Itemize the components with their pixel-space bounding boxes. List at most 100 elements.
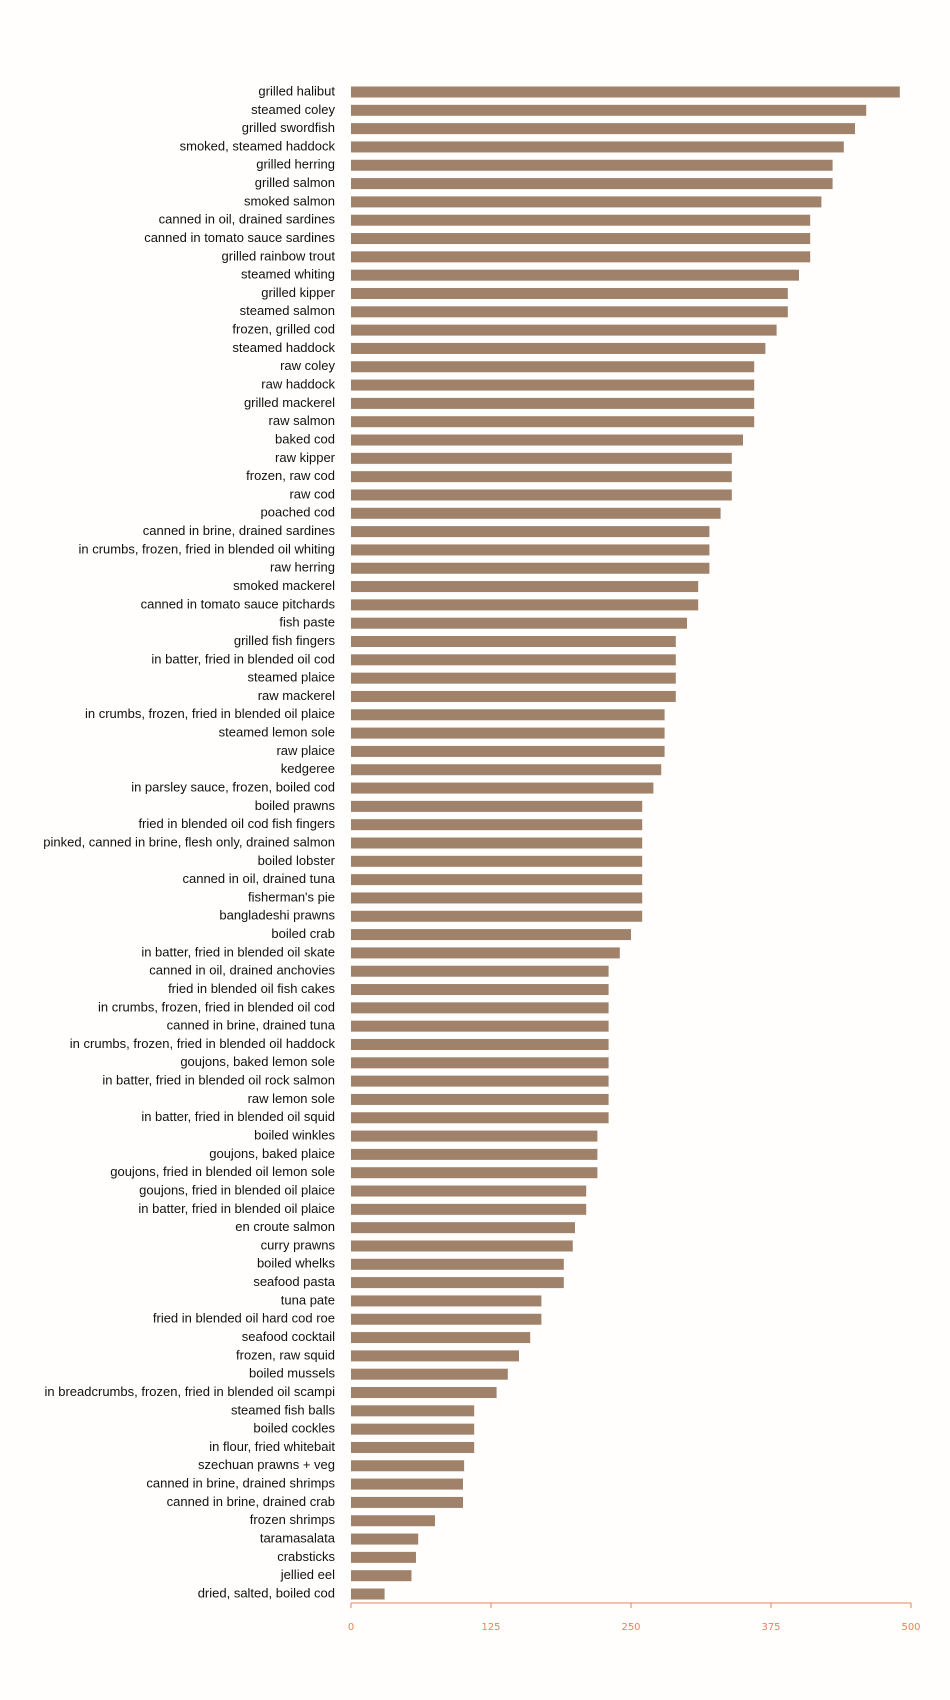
y-tick-label: steamed coley — [251, 102, 335, 117]
y-tick-label: raw plaice — [276, 743, 335, 758]
bar — [351, 709, 665, 721]
y-tick-label: grilled mackerel — [244, 395, 335, 410]
bar — [351, 1240, 573, 1252]
y-tick-label: in batter, fried in blended oil squid — [141, 1109, 335, 1124]
y-tick-label: canned in brine, drained shrimps — [146, 1476, 335, 1491]
y-tick-label: grilled rainbow trout — [222, 248, 336, 263]
y-tick-label: seafood pasta — [253, 1274, 335, 1289]
bar — [351, 672, 676, 684]
y-tick-label: smoked salmon — [244, 193, 335, 208]
y-tick-label: fried in blended oil hard cod roe — [153, 1311, 335, 1326]
bar — [351, 727, 665, 739]
y-tick-label: en croute salmon — [235, 1219, 335, 1234]
y-tick-label: canned in oil, drained anchovies — [149, 963, 335, 978]
bar — [351, 1020, 609, 1032]
y-tick-label: poached cod — [261, 505, 335, 520]
bar — [351, 1203, 587, 1215]
bar — [351, 599, 699, 611]
x-tick-label: 375 — [761, 1622, 780, 1633]
y-tick-label: canned in oil, drained sardines — [159, 212, 336, 227]
bar — [351, 654, 676, 666]
bar — [351, 1167, 598, 1179]
y-tick-label: in crumbs, frozen, fried in blended oil … — [85, 706, 335, 721]
bar — [351, 636, 676, 648]
y-tick-label: fried in blended oil fish cakes — [168, 981, 335, 996]
bar — [351, 581, 699, 593]
bar — [351, 1551, 416, 1563]
bar — [351, 214, 811, 226]
bar — [351, 251, 811, 263]
y-tick-label: steamed lemon sole — [219, 725, 335, 740]
bar — [351, 287, 788, 299]
bar — [351, 233, 811, 245]
x-tick-label: 125 — [481, 1622, 500, 1633]
y-tick-label: boiled winkles — [254, 1128, 335, 1143]
bar — [351, 855, 643, 867]
y-tick-label: seafood cocktail — [242, 1329, 335, 1344]
bar — [351, 1185, 587, 1197]
bar — [351, 123, 855, 135]
y-tick-label: grilled kipper — [261, 285, 335, 300]
bar — [351, 947, 620, 959]
bar — [351, 1350, 519, 1362]
y-tick-label: grilled swordfish — [242, 120, 335, 135]
y-tick-label: boiled crab — [271, 926, 335, 941]
bar — [351, 1295, 542, 1307]
bar — [351, 617, 687, 629]
y-tick-label: szechuan prawns + veg — [198, 1457, 335, 1472]
bar — [351, 1038, 609, 1050]
y-tick-label: raw kipper — [275, 450, 336, 465]
y-tick-label: frozen, grilled cod — [232, 322, 335, 337]
bar — [351, 1313, 542, 1325]
y-tick-label: boiled prawns — [255, 798, 336, 813]
y-tick-label: in batter, fried in blended oil rock sal… — [102, 1073, 335, 1088]
y-tick-label: goujons, fried in blended oil lemon sole — [110, 1164, 335, 1179]
x-tick-label: 0 — [348, 1622, 354, 1633]
y-tick-label: canned in tomato sauce sardines — [144, 230, 335, 245]
y-tick-label: smoked mackerel — [233, 578, 335, 593]
y-tick-label: boiled mussels — [249, 1366, 335, 1381]
y-tick-label: in batter, fried in blended oil skate — [141, 944, 335, 959]
y-tick-label: baked cod — [275, 431, 335, 446]
bar — [351, 471, 732, 483]
bar — [351, 104, 867, 116]
bar — [351, 397, 755, 409]
y-tick-label: goujons, baked plaice — [209, 1146, 335, 1161]
bar — [351, 1093, 609, 1105]
bar — [351, 1387, 497, 1399]
bar — [351, 507, 721, 519]
y-tick-label: grilled salmon — [255, 175, 335, 190]
bar — [351, 526, 710, 538]
bar — [351, 196, 822, 208]
bar — [351, 782, 654, 794]
bar — [351, 819, 643, 831]
y-tick-label: in breadcrumbs, frozen, fried in blended… — [45, 1384, 336, 1399]
y-tick-label: grilled fish fingers — [234, 633, 336, 648]
y-tick-label: steamed fish balls — [231, 1402, 336, 1417]
y-tick-label: canned in brine, drained tuna — [167, 1018, 336, 1033]
y-tick-label: jellied eel — [280, 1567, 335, 1582]
bar — [351, 1130, 598, 1142]
bar — [351, 1222, 575, 1234]
bar — [351, 1441, 475, 1453]
y-tick-label: raw haddock — [261, 377, 335, 392]
y-tick-label: steamed salmon — [240, 303, 335, 318]
y-tick-label: in crumbs, frozen, fried in blended oil … — [98, 999, 335, 1014]
bar — [351, 86, 900, 98]
y-tick-label: frozen, raw squid — [236, 1347, 335, 1362]
bar — [351, 1057, 609, 1069]
bar — [351, 1588, 385, 1600]
y-tick-label: in batter, fried in blended oil cod — [151, 651, 335, 666]
bar — [351, 690, 676, 702]
bar — [351, 837, 643, 849]
bar — [351, 910, 643, 922]
bar — [351, 416, 755, 428]
y-tick-label: boiled whelks — [257, 1256, 336, 1271]
bar — [351, 562, 710, 574]
y-tick-label: bangladeshi prawns — [219, 908, 335, 923]
bar — [351, 1533, 419, 1545]
bar — [351, 452, 732, 464]
bar — [351, 269, 799, 281]
bar — [351, 306, 788, 318]
